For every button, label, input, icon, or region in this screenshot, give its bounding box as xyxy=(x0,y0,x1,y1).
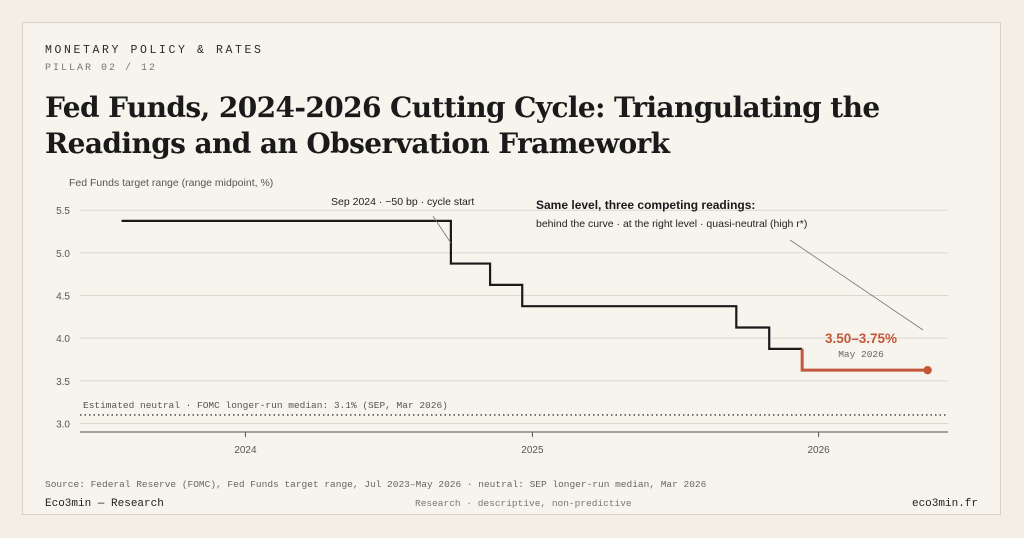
page-title: Fed Funds, 2024-2026 Cutting Cycle: Tria… xyxy=(45,91,880,160)
y-tick-label: 4.5 xyxy=(56,292,70,303)
grid-layer xyxy=(80,209,948,424)
site-link[interactable]: eco3min.fr xyxy=(911,498,978,510)
x-tick-label: 2025 xyxy=(521,445,544,456)
current-rate-label: 3.50–3.75% xyxy=(825,331,897,346)
research-note: Research · descriptive, non-predictive xyxy=(415,498,632,509)
y-tick-label: 4.0 xyxy=(56,334,70,345)
section-kicker: MONETARY POLICY & RATES xyxy=(45,44,264,57)
neutral-rate-label: Estimated neutral · FOMC longer-run medi… xyxy=(83,400,448,411)
source-note: Source: Federal Reserve (FOMC), Fed Fund… xyxy=(45,479,707,490)
current-date-label: May 2026 xyxy=(838,349,884,360)
y-tick-label: 5.5 xyxy=(56,206,70,217)
readings-annotation-title: Same level, three competing readings: xyxy=(536,198,755,212)
y-axis-label: Fed Funds target range (range midpoint, … xyxy=(69,177,273,189)
current-rate-point xyxy=(923,365,932,375)
cycle-start-annotation: Sep 2024 · −50 bp · cycle start xyxy=(331,196,474,208)
y-tick-label: 5.0 xyxy=(56,249,70,260)
brand-label: Eco3min — Research xyxy=(45,498,164,510)
fed-funds-current-segment xyxy=(800,348,928,372)
cycle-start-leader xyxy=(432,215,452,244)
x-tick-label: 2026 xyxy=(807,445,830,456)
fed-funds-step-line xyxy=(121,219,803,350)
pillar-label: PILLAR 02 / 12 xyxy=(45,63,158,74)
chart-card xyxy=(22,22,1001,515)
readings-leader xyxy=(789,239,924,331)
y-tick-labels: 3.0 3.5 4.0 4.5 5.0 5.5 xyxy=(56,206,70,430)
y-tick-label: 3.0 xyxy=(56,419,70,430)
x-tick-labels: 2024 2025 2026 xyxy=(234,432,830,456)
readings-annotation-subtitle: behind the curve · at the right level · … xyxy=(536,218,807,230)
x-tick-label: 2024 xyxy=(234,445,257,456)
y-tick-label: 3.5 xyxy=(56,377,70,388)
